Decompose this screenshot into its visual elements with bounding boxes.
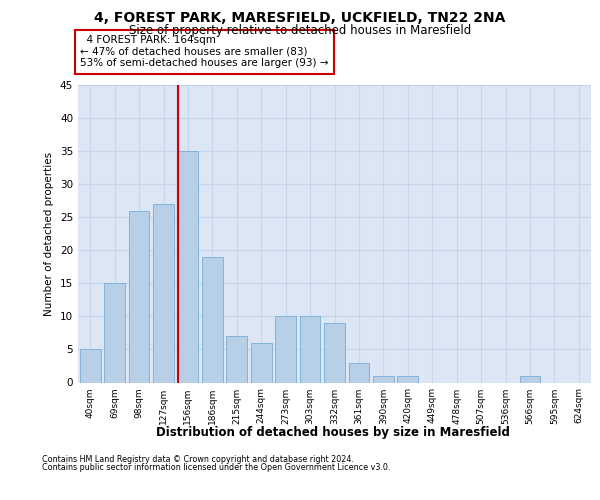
Bar <box>520 376 541 382</box>
Bar <box>324 323 345 382</box>
Bar <box>373 376 394 382</box>
Y-axis label: Number of detached properties: Number of detached properties <box>44 152 55 316</box>
Bar <box>349 362 370 382</box>
Bar <box>275 316 296 382</box>
Text: 4, FOREST PARK, MARESFIELD, UCKFIELD, TN22 2NA: 4, FOREST PARK, MARESFIELD, UCKFIELD, TN… <box>94 11 506 25</box>
Text: Size of property relative to detached houses in Maresfield: Size of property relative to detached ho… <box>129 24 471 37</box>
Bar <box>299 316 320 382</box>
Bar <box>397 376 418 382</box>
Bar <box>80 350 101 382</box>
Bar <box>251 343 272 382</box>
Bar <box>153 204 174 382</box>
Bar <box>128 210 149 382</box>
Bar <box>104 284 125 382</box>
Bar <box>202 257 223 382</box>
Bar <box>226 336 247 382</box>
Text: 4 FOREST PARK: 164sqm
← 47% of detached houses are smaller (83)
53% of semi-deta: 4 FOREST PARK: 164sqm ← 47% of detached … <box>80 36 329 68</box>
Text: Distribution of detached houses by size in Maresfield: Distribution of detached houses by size … <box>156 426 510 439</box>
Text: Contains HM Land Registry data © Crown copyright and database right 2024.: Contains HM Land Registry data © Crown c… <box>42 455 354 464</box>
Text: Contains public sector information licensed under the Open Government Licence v3: Contains public sector information licen… <box>42 464 391 472</box>
Bar <box>178 151 199 382</box>
